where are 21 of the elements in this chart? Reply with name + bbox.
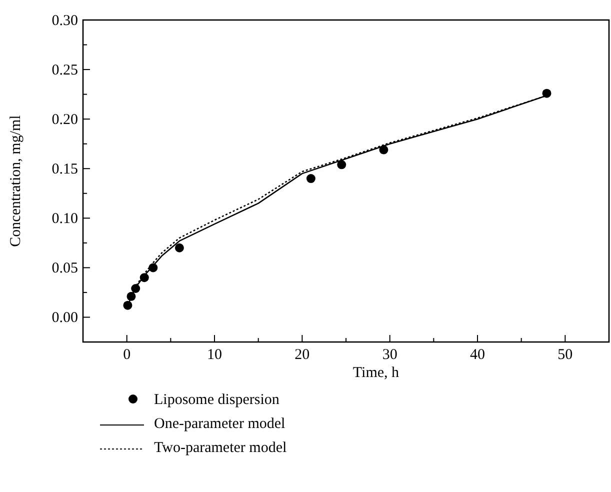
y-tick-label: 0.30	[52, 13, 78, 29]
y-tick-label: 0.00	[52, 310, 78, 326]
point	[337, 160, 346, 170]
x-tick-label: 50	[558, 347, 573, 363]
y-tick-label: 0.20	[52, 112, 78, 128]
x-tick-label: 40	[470, 347, 485, 363]
point	[306, 174, 316, 184]
y-tick-label: 0.10	[52, 211, 78, 228]
legend-label: Two-parameter model	[154, 440, 287, 456]
point	[174, 243, 184, 252]
x-axis-title: Time, h	[352, 365, 400, 381]
legend-label: Liposome dispersion	[154, 392, 280, 408]
x-tick-label: 0	[123, 347, 131, 363]
y-tick-label: 0.05	[52, 260, 78, 277]
y-tick-label: 0.15	[52, 162, 78, 178]
x-tick-label: 20	[294, 347, 310, 363]
legend-label: One-parameter model	[154, 416, 286, 432]
x-tick-label: 10	[207, 347, 222, 363]
x-tick-label: 30	[382, 347, 398, 363]
y-tick-label: 0.25	[52, 62, 78, 79]
y-axis-title: Concentration, mg/ml	[8, 115, 24, 247]
